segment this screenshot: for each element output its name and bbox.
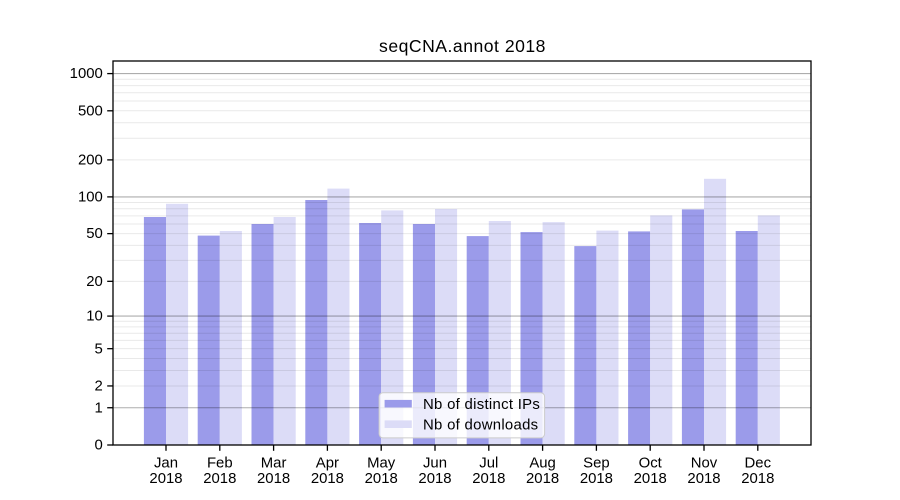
svg-text:Nb of distinct IPs: Nb of distinct IPs xyxy=(423,397,540,413)
svg-text:200: 200 xyxy=(78,152,103,168)
svg-text:2018: 2018 xyxy=(149,471,182,487)
svg-text:Oct: Oct xyxy=(639,455,663,471)
svg-text:2018: 2018 xyxy=(365,471,398,487)
svg-text:2018: 2018 xyxy=(472,471,505,487)
svg-text:Feb: Feb xyxy=(207,455,233,471)
svg-text:2018: 2018 xyxy=(687,471,720,487)
svg-text:100: 100 xyxy=(78,189,103,205)
svg-text:2018: 2018 xyxy=(741,471,774,487)
svg-text:2018: 2018 xyxy=(311,471,344,487)
svg-text:2018: 2018 xyxy=(580,471,613,487)
svg-text:2018: 2018 xyxy=(257,471,290,487)
svg-text:1: 1 xyxy=(95,400,103,416)
svg-text:Jan: Jan xyxy=(154,455,178,471)
svg-text:Apr: Apr xyxy=(316,455,339,471)
svg-text:seqCNA.annot 2018: seqCNA.annot 2018 xyxy=(379,36,546,56)
svg-text:5: 5 xyxy=(95,341,103,357)
svg-text:2018: 2018 xyxy=(526,471,559,487)
svg-text:2018: 2018 xyxy=(634,471,667,487)
svg-text:Nov: Nov xyxy=(691,455,718,471)
svg-text:Jul: Jul xyxy=(479,455,498,471)
svg-text:Nb of downloads: Nb of downloads xyxy=(423,417,538,433)
svg-text:May: May xyxy=(367,455,396,471)
svg-text:10: 10 xyxy=(86,309,103,325)
svg-text:50: 50 xyxy=(86,226,103,242)
svg-text:Mar: Mar xyxy=(261,455,287,471)
svg-text:2018: 2018 xyxy=(203,471,236,487)
svg-text:Sep: Sep xyxy=(583,455,610,471)
svg-text:Dec: Dec xyxy=(745,455,772,471)
svg-text:20: 20 xyxy=(86,274,103,290)
svg-text:500: 500 xyxy=(78,103,103,119)
svg-text:Aug: Aug xyxy=(529,455,556,471)
svg-text:0: 0 xyxy=(95,438,103,454)
svg-text:Jun: Jun xyxy=(423,455,447,471)
svg-text:2018: 2018 xyxy=(418,471,451,487)
svg-text:1000: 1000 xyxy=(70,66,103,82)
svg-text:2: 2 xyxy=(95,379,103,395)
